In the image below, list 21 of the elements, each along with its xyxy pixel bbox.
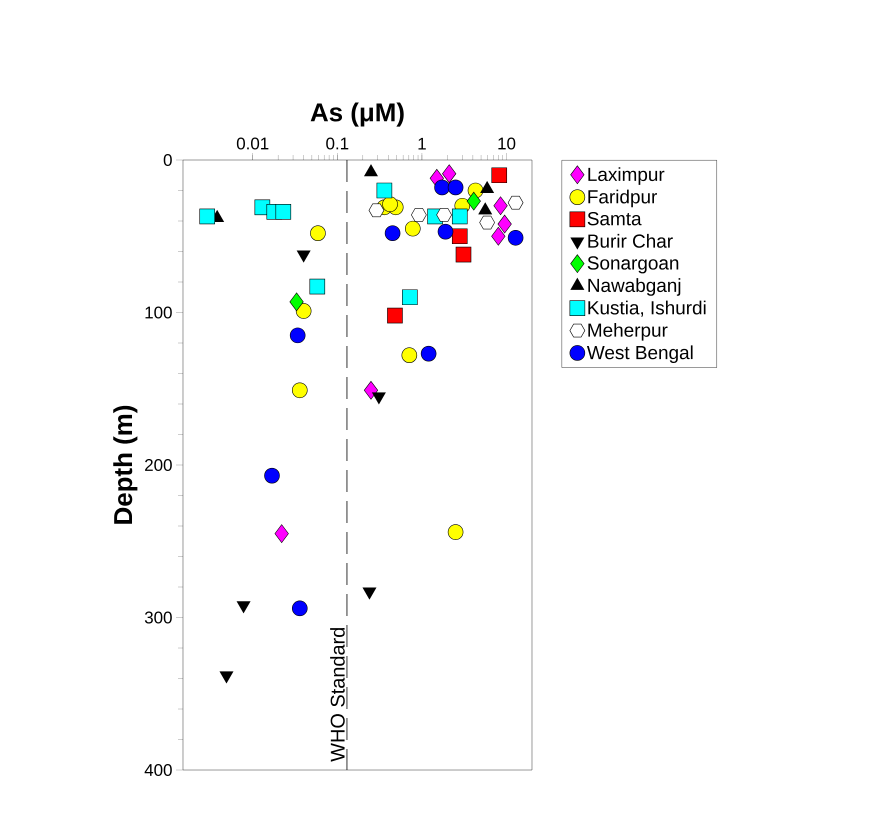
x-tick-label: 10 xyxy=(498,137,516,150)
y-tick-label: 200 xyxy=(145,459,172,472)
y-tick-label: 300 xyxy=(144,612,172,624)
legend-label: Nawabganj xyxy=(588,278,680,296)
legend-label: Burir Char xyxy=(588,234,673,248)
y-axis-title: Depth (m) xyxy=(113,406,138,524)
legend-label: Samta xyxy=(588,212,642,226)
legend-label: West Bengal xyxy=(586,345,693,363)
legend-label: Meherpur xyxy=(588,322,668,341)
x-tick-label: 0.01 xyxy=(236,137,268,150)
legend-label: Laximpur xyxy=(588,167,664,185)
x-axis-title: As (μM) xyxy=(310,102,404,127)
x-tick-label: 1 xyxy=(418,138,426,150)
legend-label: Sonargoan xyxy=(588,256,678,274)
ref-line-label: WHO Standard xyxy=(330,628,345,762)
y-tick-label: 100 xyxy=(146,306,172,319)
legend-label: Faridpur xyxy=(588,190,658,208)
x-tick-label: 0.1 xyxy=(326,137,348,150)
legend-label: Kustia, Ishurdi xyxy=(588,300,706,317)
y-tick-label: 0 xyxy=(164,154,172,166)
y-tick-label: 400 xyxy=(144,764,172,776)
